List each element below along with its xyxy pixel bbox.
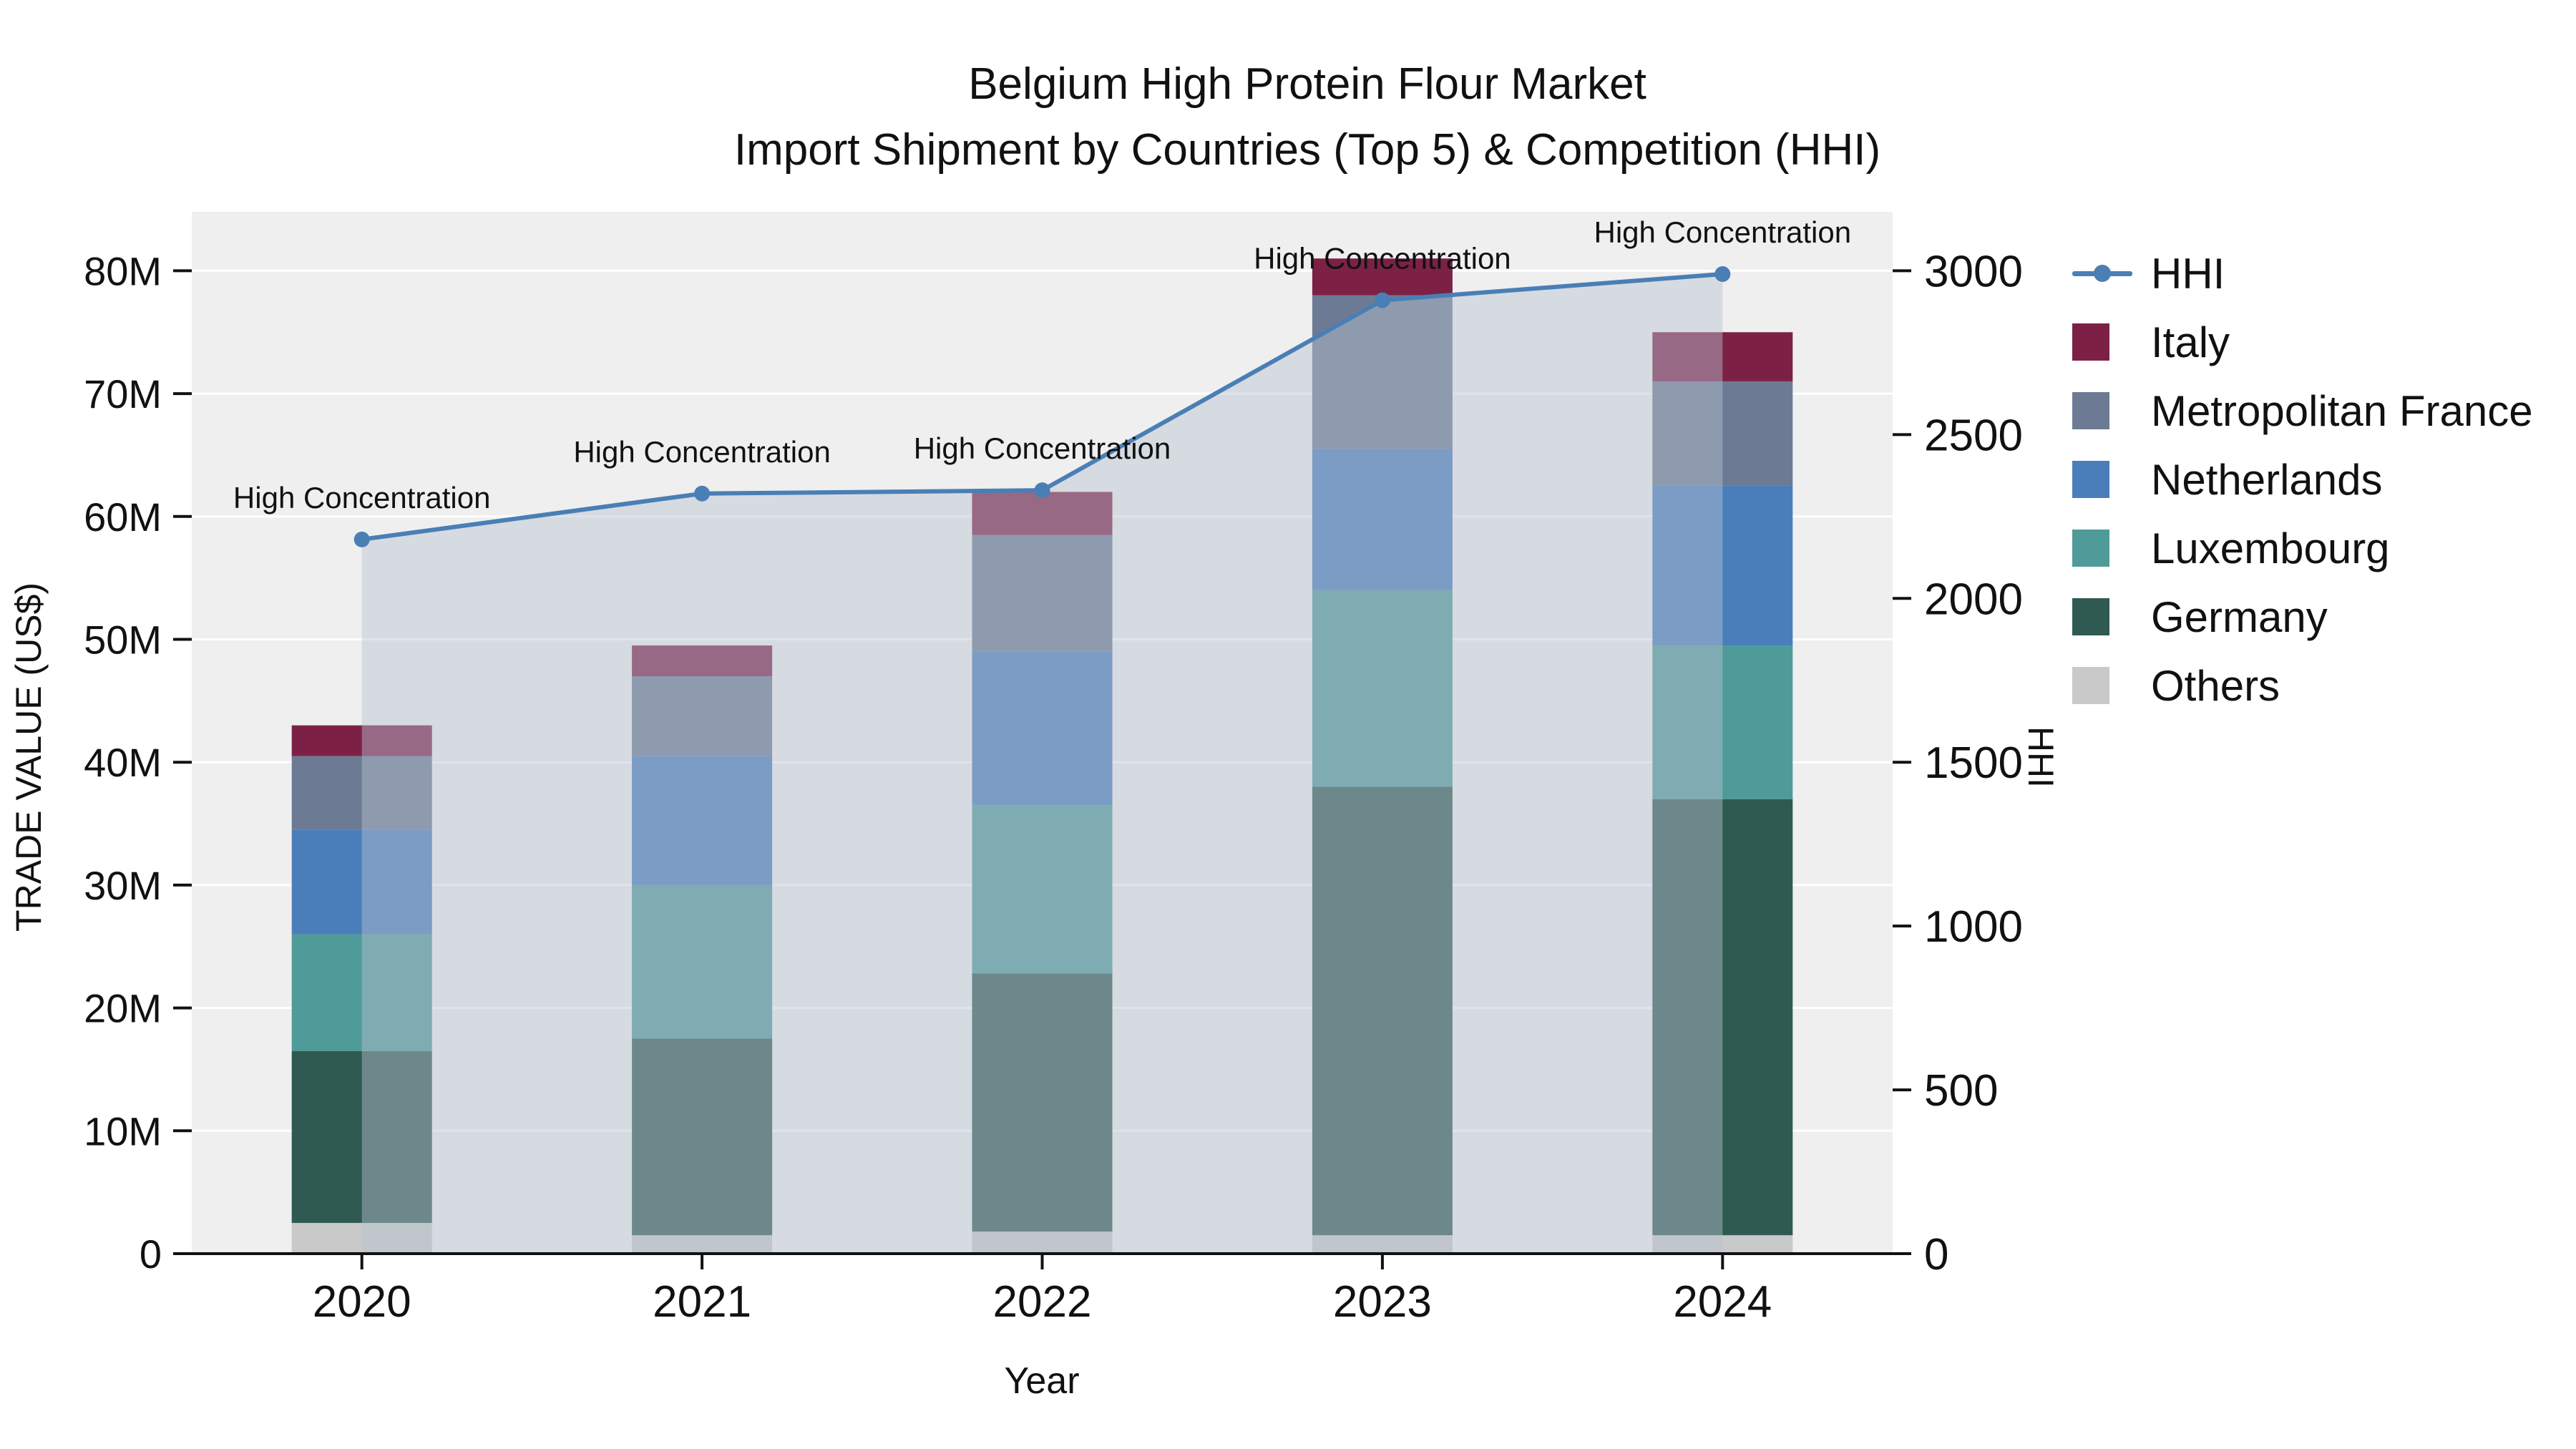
- x-tick-label-2024: 2024: [1673, 1277, 1772, 1327]
- legend-item-metropolitan-france: Metropolitan France: [2072, 376, 2533, 445]
- legend-label-metropolitan-france: Metropolitan France: [2151, 386, 2533, 435]
- bar-segment-others-2023: [1312, 1235, 1453, 1254]
- y-left-tick-label: 20M: [84, 986, 162, 1031]
- y-right-tick-label: 2000: [1924, 575, 2023, 624]
- bar-segment-luxembourg-2024: [1652, 645, 1793, 799]
- netherlands-swatch: [2072, 461, 2109, 498]
- bar-segment-germany-2024: [1652, 799, 1793, 1236]
- legend-item-netherlands: Netherlands: [2072, 445, 2533, 514]
- bar-segment-metropolitan-france-2023: [1312, 295, 1453, 449]
- bar-segment-italy-2023: [1312, 258, 1453, 296]
- x-tick-label-2020: 2020: [313, 1277, 411, 1327]
- hhi-marker-2020: [353, 531, 370, 547]
- y-right-tick-label: 0: [1924, 1230, 1948, 1279]
- bar-segment-metropolitan-france-2022: [972, 535, 1113, 652]
- y-left-tick-label: 60M: [84, 494, 162, 540]
- legend-label-others: Others: [2151, 661, 2280, 710]
- bar-segment-germany-2022: [972, 973, 1113, 1232]
- annotation-2021: High Concentration: [573, 435, 831, 469]
- legend-item-luxembourg: Luxembourg: [2072, 514, 2533, 582]
- y-right-tick-label: 1500: [1924, 738, 2023, 788]
- legend-label-netherlands: Netherlands: [2151, 455, 2383, 504]
- y-left-tick-label: 40M: [84, 740, 162, 785]
- bar-segment-others-2021: [632, 1235, 773, 1254]
- annotation-2020: High Concentration: [233, 481, 491, 514]
- x-tick-label-2021: 2021: [653, 1277, 751, 1327]
- y-axis-label-right: HHI: [2021, 726, 2061, 789]
- hhi-marker-2024: [1714, 265, 1731, 282]
- bar-segment-netherlands-2024: [1652, 485, 1793, 646]
- annotation-2024: High Concentration: [1594, 215, 1852, 249]
- legend-item-others: Others: [2072, 651, 2533, 720]
- germany-swatch: [2072, 598, 2109, 635]
- italy-swatch: [2072, 323, 2109, 361]
- annotation-2023: High Concentration: [1254, 242, 1511, 275]
- bar-segment-luxembourg-2023: [1312, 590, 1453, 787]
- y-left-tick-label: 10M: [84, 1108, 162, 1153]
- bar-segment-luxembourg-2020: [291, 934, 432, 1051]
- bar-segment-luxembourg-2021: [632, 884, 773, 1039]
- bar-segment-luxembourg-2022: [972, 805, 1113, 974]
- bar-segment-metropolitan-france-2021: [632, 676, 773, 756]
- bar-segment-netherlands-2022: [972, 651, 1113, 806]
- bar-segment-italy-2022: [972, 492, 1113, 535]
- chart-title-line1: Belgium High Protein Flour Market: [968, 59, 1646, 109]
- legend: HHI Italy Metropolitan France Netherland…: [2072, 239, 2533, 720]
- bar-segment-netherlands-2021: [632, 756, 773, 885]
- luxembourg-swatch: [2072, 530, 2109, 567]
- legend-label-germany: Germany: [2151, 592, 2328, 641]
- bar-segment-netherlands-2023: [1312, 449, 1453, 590]
- hhi-line-swatch: [2072, 255, 2132, 292]
- y-left-tick-label: 80M: [84, 248, 162, 293]
- bar-segment-metropolitan-france-2024: [1652, 381, 1793, 486]
- metropolitan-france-swatch: [2072, 392, 2109, 429]
- y-right-tick-label: 2500: [1924, 411, 2023, 460]
- legend-label-italy: Italy: [2151, 318, 2230, 366]
- chart-title: Belgium High Protein Flour Market Import…: [0, 52, 2576, 183]
- hhi-marker-2023: [1374, 292, 1390, 308]
- bar-segment-germany-2021: [632, 1038, 773, 1236]
- bar-segment-germany-2023: [1312, 786, 1453, 1236]
- bar-segment-italy-2021: [632, 645, 773, 677]
- bar-segment-metropolitan-france-2020: [291, 756, 432, 830]
- y-left-tick-label: 50M: [84, 618, 162, 663]
- bar-segment-others-2022: [972, 1231, 1113, 1254]
- y-right-tick-label: 1000: [1924, 902, 2023, 952]
- y-left-tick-label: 70M: [84, 371, 162, 416]
- x-tick-label-2023: 2023: [1333, 1277, 1432, 1327]
- hhi-marker-glyph: [2094, 265, 2111, 282]
- hhi-area: [361, 273, 1723, 1254]
- bar-segment-netherlands-2020: [291, 829, 432, 935]
- y-axis-label-left: TRADE VALUE (US$): [9, 582, 49, 932]
- legend-item-germany: Germany: [2072, 582, 2533, 651]
- y-left-tick-label: 0: [140, 1231, 162, 1277]
- legend-label-luxembourg: Luxembourg: [2151, 524, 2390, 572]
- bar-segment-germany-2020: [291, 1050, 432, 1224]
- hhi-marker-2021: [694, 485, 711, 502]
- y-left-tick-label: 30M: [84, 863, 162, 908]
- annotation-2022: High Concentration: [914, 431, 1171, 465]
- bar-segment-italy-2020: [291, 725, 432, 756]
- legend-item-italy: Italy: [2072, 308, 2533, 376]
- x-axis-label: Year: [1004, 1360, 1080, 1402]
- legend-item-hhi: HHI: [2072, 239, 2533, 308]
- bar-segment-italy-2024: [1652, 332, 1793, 381]
- others-swatch: [2072, 667, 2109, 704]
- hhi-marker-2022: [1034, 482, 1050, 499]
- bar-segment-others-2024: [1652, 1235, 1793, 1254]
- chart-title-line2: Import Shipment by Countries (Top 5) & C…: [733, 125, 1881, 175]
- legend-label-hhi: HHI: [2151, 249, 2225, 298]
- y-right-tick-label: 3000: [1924, 247, 2023, 296]
- bar-segment-others-2020: [291, 1223, 432, 1254]
- y-right-tick-label: 500: [1924, 1066, 1998, 1116]
- x-tick-label-2022: 2022: [993, 1277, 1092, 1327]
